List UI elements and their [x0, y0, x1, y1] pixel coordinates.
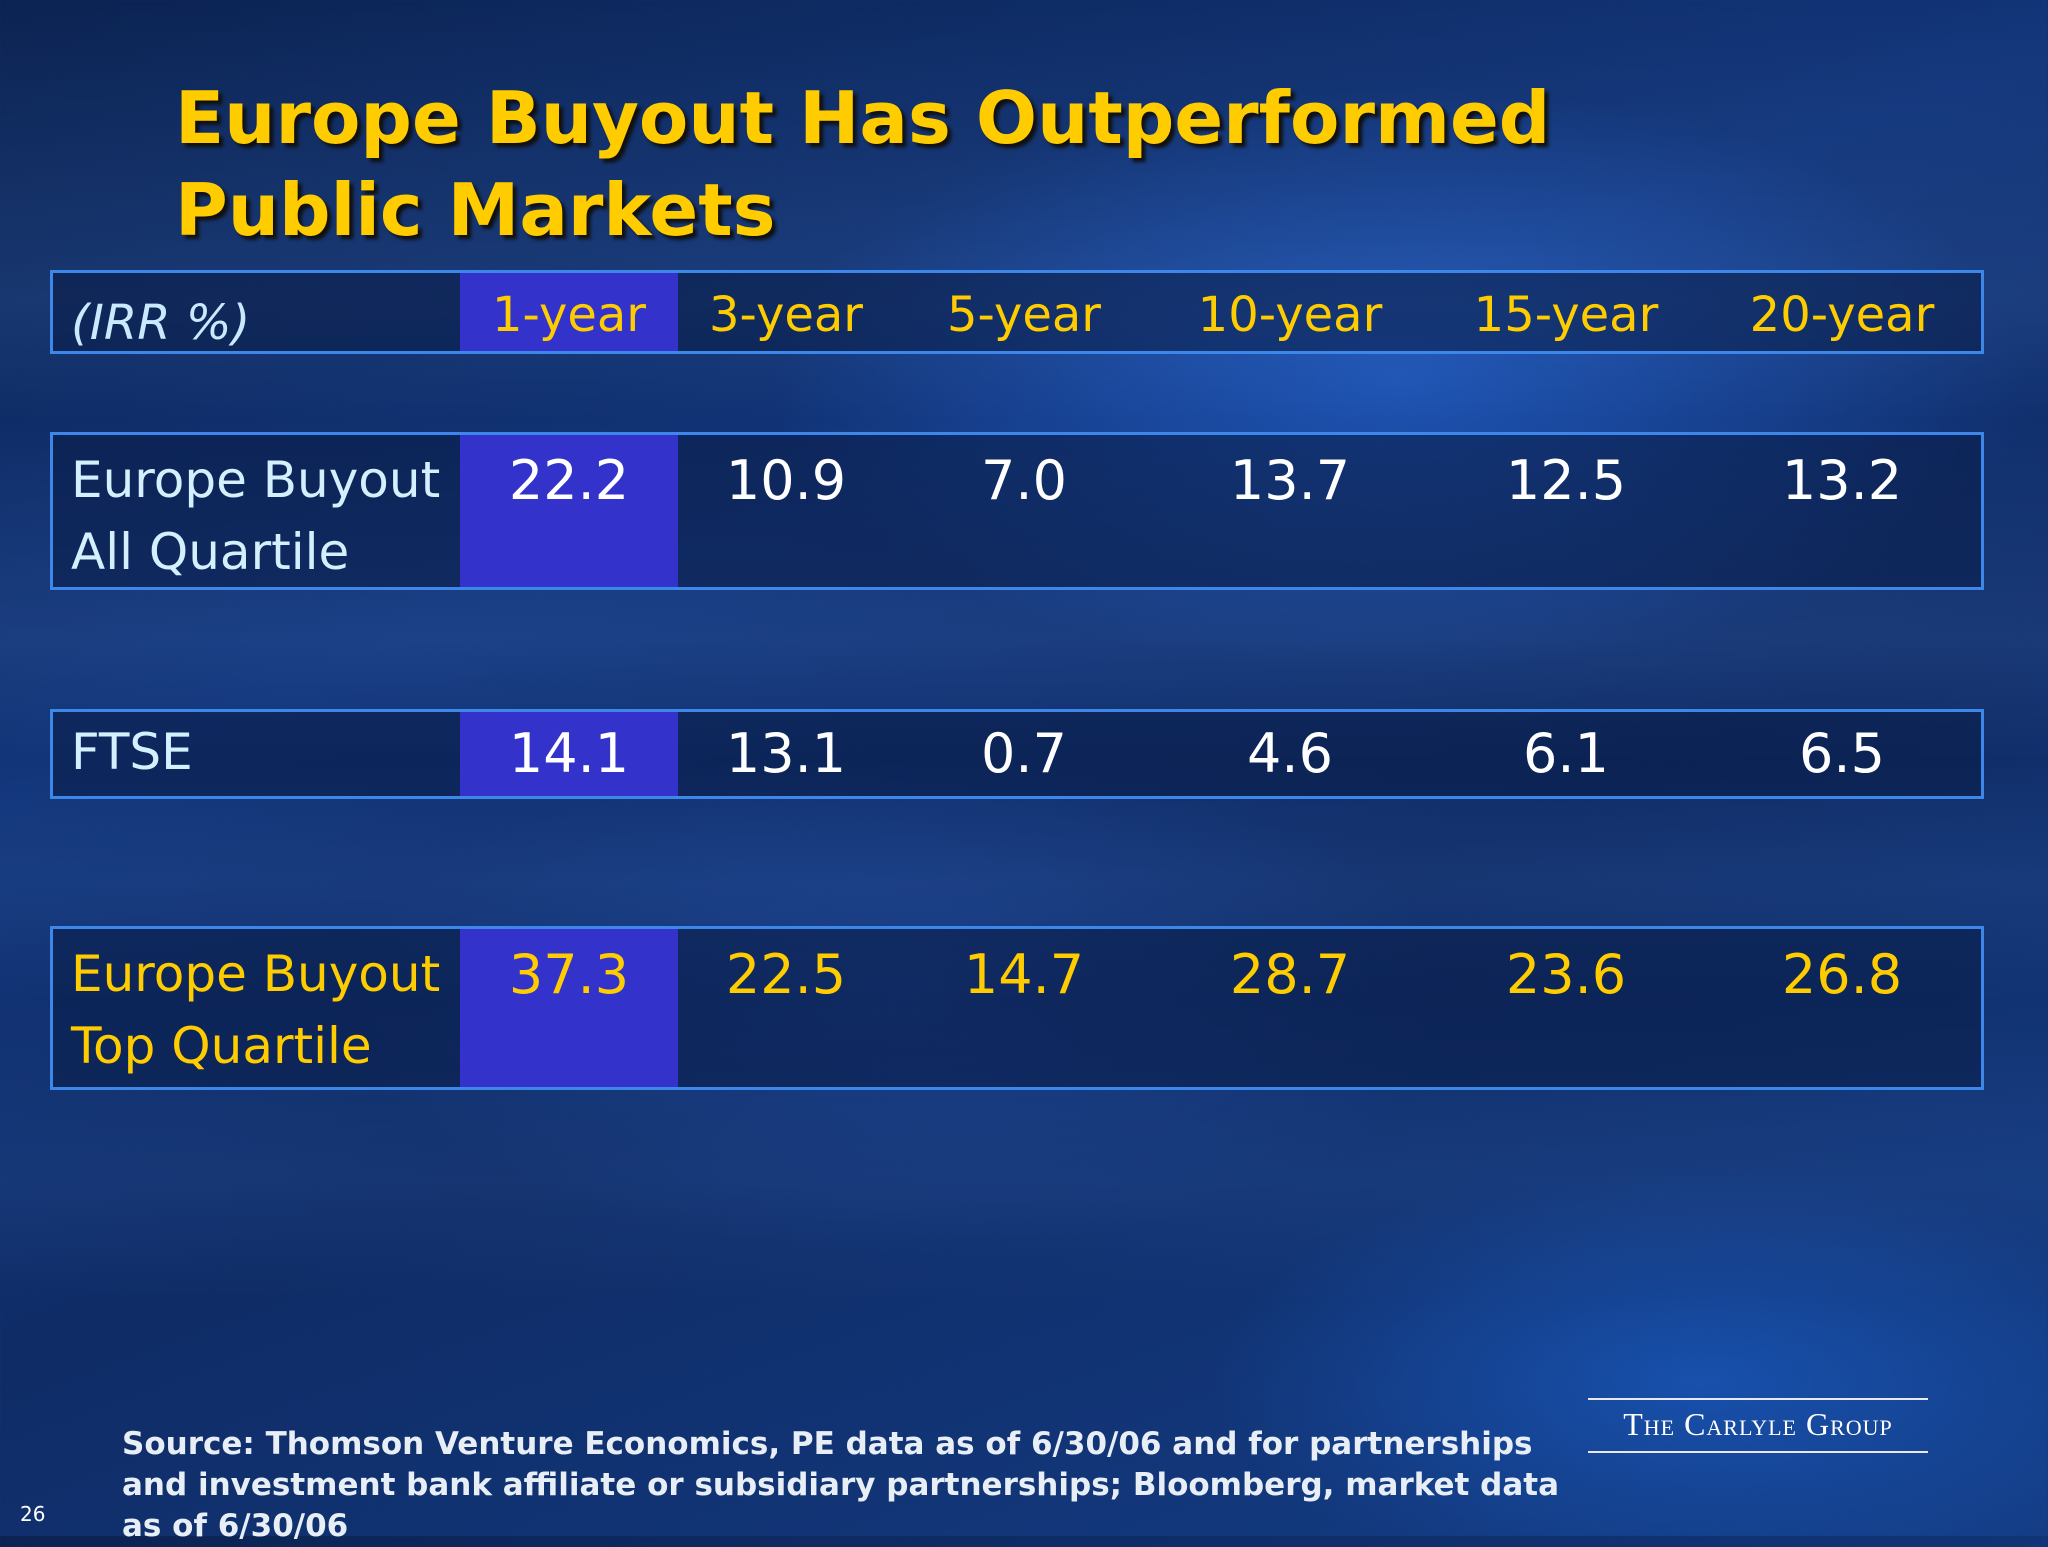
page-number: 26 — [20, 1502, 46, 1526]
column-header: 10-year — [1197, 287, 1383, 343]
row-label-line2: Top Quartile — [71, 1017, 372, 1075]
highlight-column — [460, 273, 678, 351]
table-cell: 4.6 — [1247, 722, 1333, 785]
column-header: 15-year — [1473, 287, 1659, 343]
row-header-label: (IRR %) — [71, 295, 251, 351]
table-cell: 28.7 — [1229, 943, 1351, 1006]
slide-title: Europe Buyout Has Outperformed Public Ma… — [175, 76, 1551, 252]
column-header: 1-year — [491, 287, 647, 343]
table-cell: 23.6 — [1505, 943, 1627, 1006]
row-label-line1: Europe Buyout — [71, 945, 441, 1003]
row-label: Europe Buyout Top Quartile — [71, 938, 440, 1082]
highlight-column — [460, 435, 678, 587]
highlight-column — [460, 929, 678, 1087]
table-cell: 6.5 — [1799, 722, 1885, 785]
row-label: Europe Buyout All Quartile — [71, 444, 440, 588]
table-cell: 10.9 — [725, 449, 847, 512]
logo-text: The Carlyle Group — [1623, 1406, 1893, 1442]
table-cell: 22.5 — [725, 943, 847, 1006]
table-cell: 0.7 — [981, 722, 1067, 785]
row-label-line2: All Quartile — [71, 523, 350, 581]
table-cell: 13.7 — [1229, 449, 1351, 512]
table-cell: 37.3 — [508, 943, 630, 1006]
table-cell: 13.2 — [1781, 449, 1903, 512]
table-cell: 14.7 — [963, 943, 1085, 1006]
highlight-column — [460, 712, 678, 796]
table-cell: 13.1 — [725, 722, 847, 785]
table-row: Europe Buyout Top Quartile 37.3 22.5 14.… — [50, 926, 1984, 1090]
carlyle-logo: The Carlyle Group — [1588, 1398, 1928, 1453]
table-cell: 7.0 — [981, 449, 1067, 512]
table-row: Europe Buyout All Quartile 22.2 10.9 7.0… — [50, 432, 1984, 590]
row-label-line1: FTSE — [71, 723, 193, 781]
table-cell: 22.2 — [508, 449, 630, 512]
table-header-row: (IRR %) 1-year 3-year 5-year 10-year 15-… — [50, 270, 1984, 354]
row-label: FTSE — [71, 716, 193, 788]
table-cell: 14.1 — [508, 722, 630, 785]
table-cell: 26.8 — [1781, 943, 1903, 1006]
source-note: Source: Thomson Venture Economics, PE da… — [122, 1426, 1560, 1544]
table-cell: 12.5 — [1505, 449, 1627, 512]
row-label-line1: Europe Buyout — [71, 451, 441, 509]
table-row: FTSE 14.1 13.1 0.7 4.6 6.1 6.5 — [50, 709, 1984, 799]
column-header: 3-year — [708, 287, 864, 343]
table-cell: 6.1 — [1523, 722, 1609, 785]
column-header: 5-year — [946, 287, 1102, 343]
column-header: 20-year — [1749, 287, 1935, 343]
